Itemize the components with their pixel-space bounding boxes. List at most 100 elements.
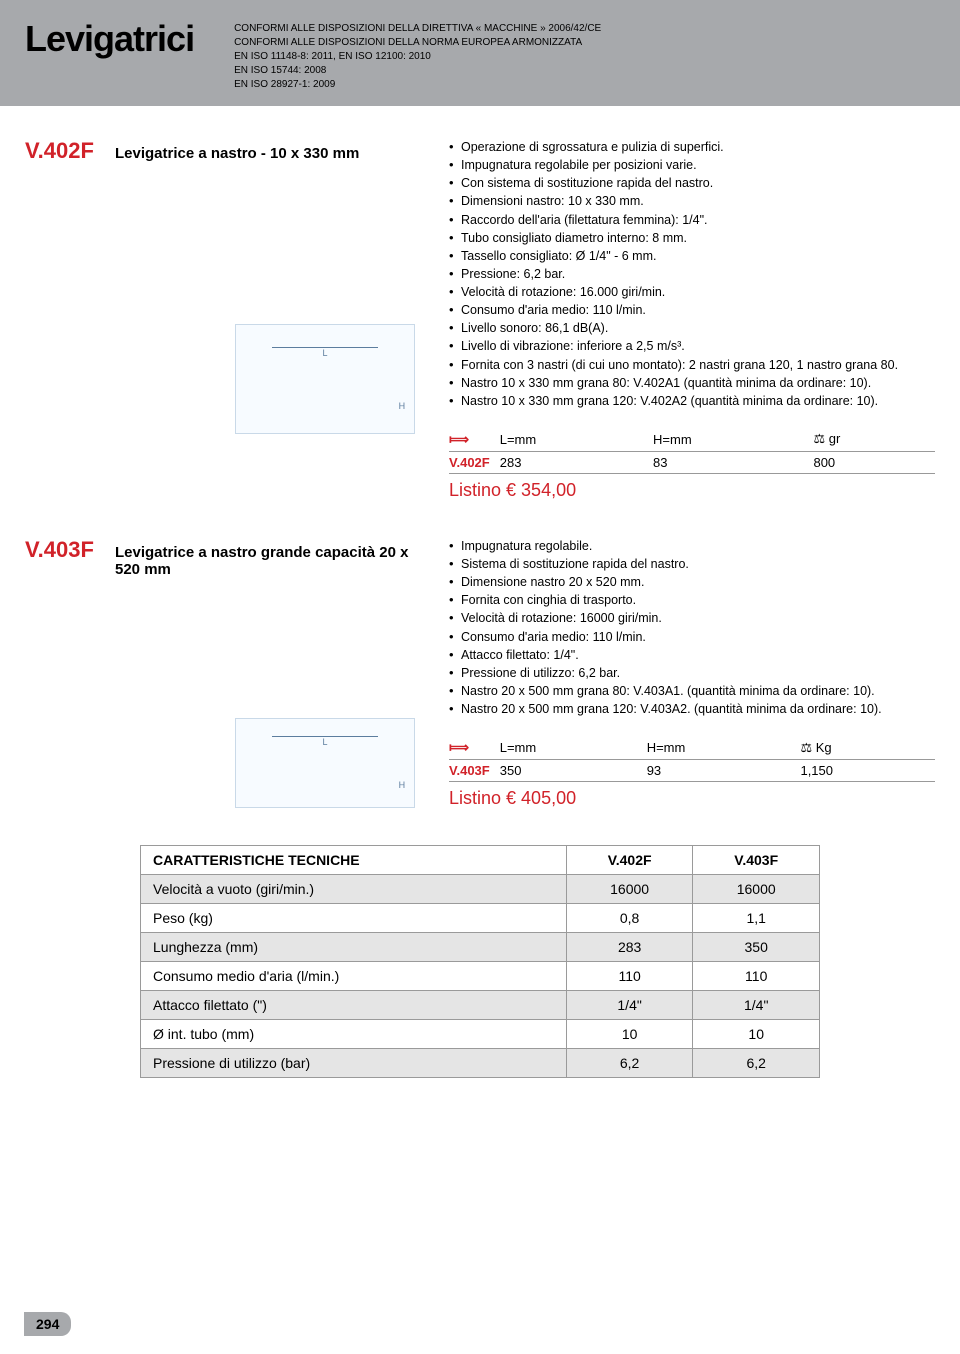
label-cell: Consumo medio d'aria (l/min.) xyxy=(141,962,567,991)
table-row: Consumo medio d'aria (l/min.) 110 110 xyxy=(141,962,820,991)
table-row: V.402F 283 83 800 xyxy=(449,451,935,473)
data-cell: 283 xyxy=(500,451,653,473)
page-number: 294 xyxy=(24,1312,71,1336)
icon-cell: ⟾ xyxy=(449,428,500,452)
bullet-item: Nastro 20 x 500 mm grana 120: V.403A2. (… xyxy=(449,700,935,718)
bullet-item: Impugnatura regolabile per posizioni var… xyxy=(449,156,935,174)
data-cell: 10 xyxy=(566,1020,693,1049)
bullet-item: Attacco filettato: 1/4". xyxy=(449,646,935,664)
data-cell: 6,2 xyxy=(693,1049,820,1078)
label-cell: Attacco filettato (") xyxy=(141,991,567,1020)
header-cell: H=mm xyxy=(653,428,813,452)
label-cell: Lunghezza (mm) xyxy=(141,933,567,962)
tech-spec-table: CARATTERISTICHE TECNICHE V.402F V.403F V… xyxy=(140,845,820,1078)
bullet-item: Raccordo dell'aria (filettatura femmina)… xyxy=(449,211,935,229)
bullet-item: Consumo d'aria medio: 110 l/min. xyxy=(449,301,935,319)
data-cell: 1,1 xyxy=(693,904,820,933)
table-row: Pressione di utilizzo (bar) 6,2 6,2 xyxy=(141,1049,820,1078)
weight-icon: ⚖ xyxy=(800,740,812,755)
label-cell: Pressione di utilizzo (bar) xyxy=(141,1049,567,1078)
bullet-item: Consumo d'aria medio: 110 l/min. xyxy=(449,628,935,646)
data-cell: 110 xyxy=(566,962,693,991)
conformity-line: EN ISO 11148-8: 2011, EN ISO 12100: 2010 xyxy=(234,50,601,64)
product-title: Levigatrice a nastro grande capacità 20 … xyxy=(115,544,425,578)
page-header: Levigatrici CONFORMI ALLE DISPOSIZIONI D… xyxy=(0,0,960,106)
code-cell: V.402F xyxy=(449,451,500,473)
bullet-item: Dimensione nastro 20 x 520 mm. xyxy=(449,573,935,591)
dimension-schematic: L H xyxy=(235,718,415,808)
table-row: Lunghezza (mm) 283 350 xyxy=(141,933,820,962)
conformity-line: CONFORMI ALLE DISPOSIZIONI DELLA NORMA E… xyxy=(234,36,601,50)
bullet-item: Sistema di sostituzione rapida del nastr… xyxy=(449,555,935,573)
data-cell: 16000 xyxy=(566,875,693,904)
product-header: V.403F Levigatrice a nastro grande capac… xyxy=(25,537,425,578)
data-cell: 1/4" xyxy=(566,991,693,1020)
conformity-line: EN ISO 28927-1: 2009 xyxy=(234,78,601,92)
price-label: Listino € 354,00 xyxy=(449,480,935,501)
product-block: V.402F Levigatrice a nastro - 10 x 330 m… xyxy=(25,138,935,501)
bullet-item: Impugnatura regolabile. xyxy=(449,537,935,555)
bullet-list: Impugnatura regolabile. Sistema di sosti… xyxy=(449,537,935,718)
label-cell: Peso (kg) xyxy=(141,904,567,933)
bullet-item: Fornita con 3 nastri (di cui uno montato… xyxy=(449,356,935,374)
tool-icon: ⟾ xyxy=(449,739,469,755)
header-cell: H=mm xyxy=(647,736,801,760)
table-row: Attacco filettato (") 1/4" 1/4" xyxy=(141,991,820,1020)
data-cell: 93 xyxy=(647,760,801,782)
product-header: V.402F Levigatrice a nastro - 10 x 330 m… xyxy=(25,138,425,164)
product-block: V.403F Levigatrice a nastro grande capac… xyxy=(25,537,935,809)
table-row: V.403F 350 93 1,150 xyxy=(449,760,935,782)
bullet-item: Nastro 20 x 500 mm grana 80: V.403A1. (q… xyxy=(449,682,935,700)
data-cell: 6,2 xyxy=(566,1049,693,1078)
header-cell: L=mm xyxy=(500,736,647,760)
bullet-item: Velocità di rotazione: 16000 giri/min. xyxy=(449,609,935,627)
data-cell: 16000 xyxy=(693,875,820,904)
bullet-item: Fornita con cinghia di trasporto. xyxy=(449,591,935,609)
conformity-line: EN ISO 15744: 2008 xyxy=(234,64,601,78)
product-image-area: L H xyxy=(25,588,425,808)
header-cell: V.403F xyxy=(693,846,820,875)
header-cell: CARATTERISTICHE TECNICHE xyxy=(141,846,567,875)
data-cell: 110 xyxy=(693,962,820,991)
bullet-item: Nastro 10 x 330 mm grana 120: V.402A2 (q… xyxy=(449,392,935,410)
dimension-schematic: L H xyxy=(235,324,415,434)
dimension-l-marker: L xyxy=(272,736,379,747)
product-image-area: L H xyxy=(25,174,425,434)
icon-cell: ⟾ xyxy=(449,736,500,760)
product-right-column: Impugnatura regolabile. Sistema di sosti… xyxy=(449,537,935,809)
data-cell: 283 xyxy=(566,933,693,962)
header-cell: L=mm xyxy=(500,428,653,452)
data-cell: 0,8 xyxy=(566,904,693,933)
table-row: Velocità a vuoto (giri/min.) 16000 16000 xyxy=(141,875,820,904)
product-code: V.402F xyxy=(25,138,105,164)
data-cell: 10 xyxy=(693,1020,820,1049)
conformity-block: CONFORMI ALLE DISPOSIZIONI DELLA DIRETTI… xyxy=(234,18,601,92)
bullet-item: Nastro 10 x 330 mm grana 80: V.402A1 (qu… xyxy=(449,374,935,392)
conformity-line: CONFORMI ALLE DISPOSIZIONI DELLA DIRETTI… xyxy=(234,22,601,36)
bullet-item: Con sistema di sostituzione rapida del n… xyxy=(449,174,935,192)
table-row: Ø int. tubo (mm) 10 10 xyxy=(141,1020,820,1049)
dimension-h-marker: H xyxy=(245,401,405,411)
content-area: V.402F Levigatrice a nastro - 10 x 330 m… xyxy=(0,106,960,1078)
bullet-item: Pressione di utilizzo: 6,2 bar. xyxy=(449,664,935,682)
data-cell: 800 xyxy=(813,451,935,473)
dimension-h-marker: H xyxy=(245,780,405,790)
bullet-item: Tassello consigliato: Ø 1/4" - 6 mm. xyxy=(449,247,935,265)
label-cell: Ø int. tubo (mm) xyxy=(141,1020,567,1049)
table-row: Peso (kg) 0,8 1,1 xyxy=(141,904,820,933)
dimension-table: ⟾ L=mm H=mm ⚖ Kg V.403F 350 93 1,150 xyxy=(449,736,935,782)
product-right-column: Operazione di sgrossatura e pulizia di s… xyxy=(449,138,935,501)
data-cell: 350 xyxy=(693,933,820,962)
weight-icon: ⚖ xyxy=(813,431,825,446)
data-cell: 83 xyxy=(653,451,813,473)
bullet-item: Livello sonoro: 86,1 dB(A). xyxy=(449,319,935,337)
code-cell: V.403F xyxy=(449,760,500,782)
table-row: ⟾ L=mm H=mm ⚖ gr xyxy=(449,428,935,452)
bullet-item: Operazione di sgrossatura e pulizia di s… xyxy=(449,138,935,156)
product-title: Levigatrice a nastro - 10 x 330 mm xyxy=(115,145,359,162)
data-cell: 1/4" xyxy=(693,991,820,1020)
bullet-list: Operazione di sgrossatura e pulizia di s… xyxy=(449,138,935,410)
dimension-table: ⟾ L=mm H=mm ⚖ gr V.402F 283 83 800 xyxy=(449,428,935,474)
header-cell: ⚖ Kg xyxy=(800,736,935,760)
table-row: ⟾ L=mm H=mm ⚖ Kg xyxy=(449,736,935,760)
